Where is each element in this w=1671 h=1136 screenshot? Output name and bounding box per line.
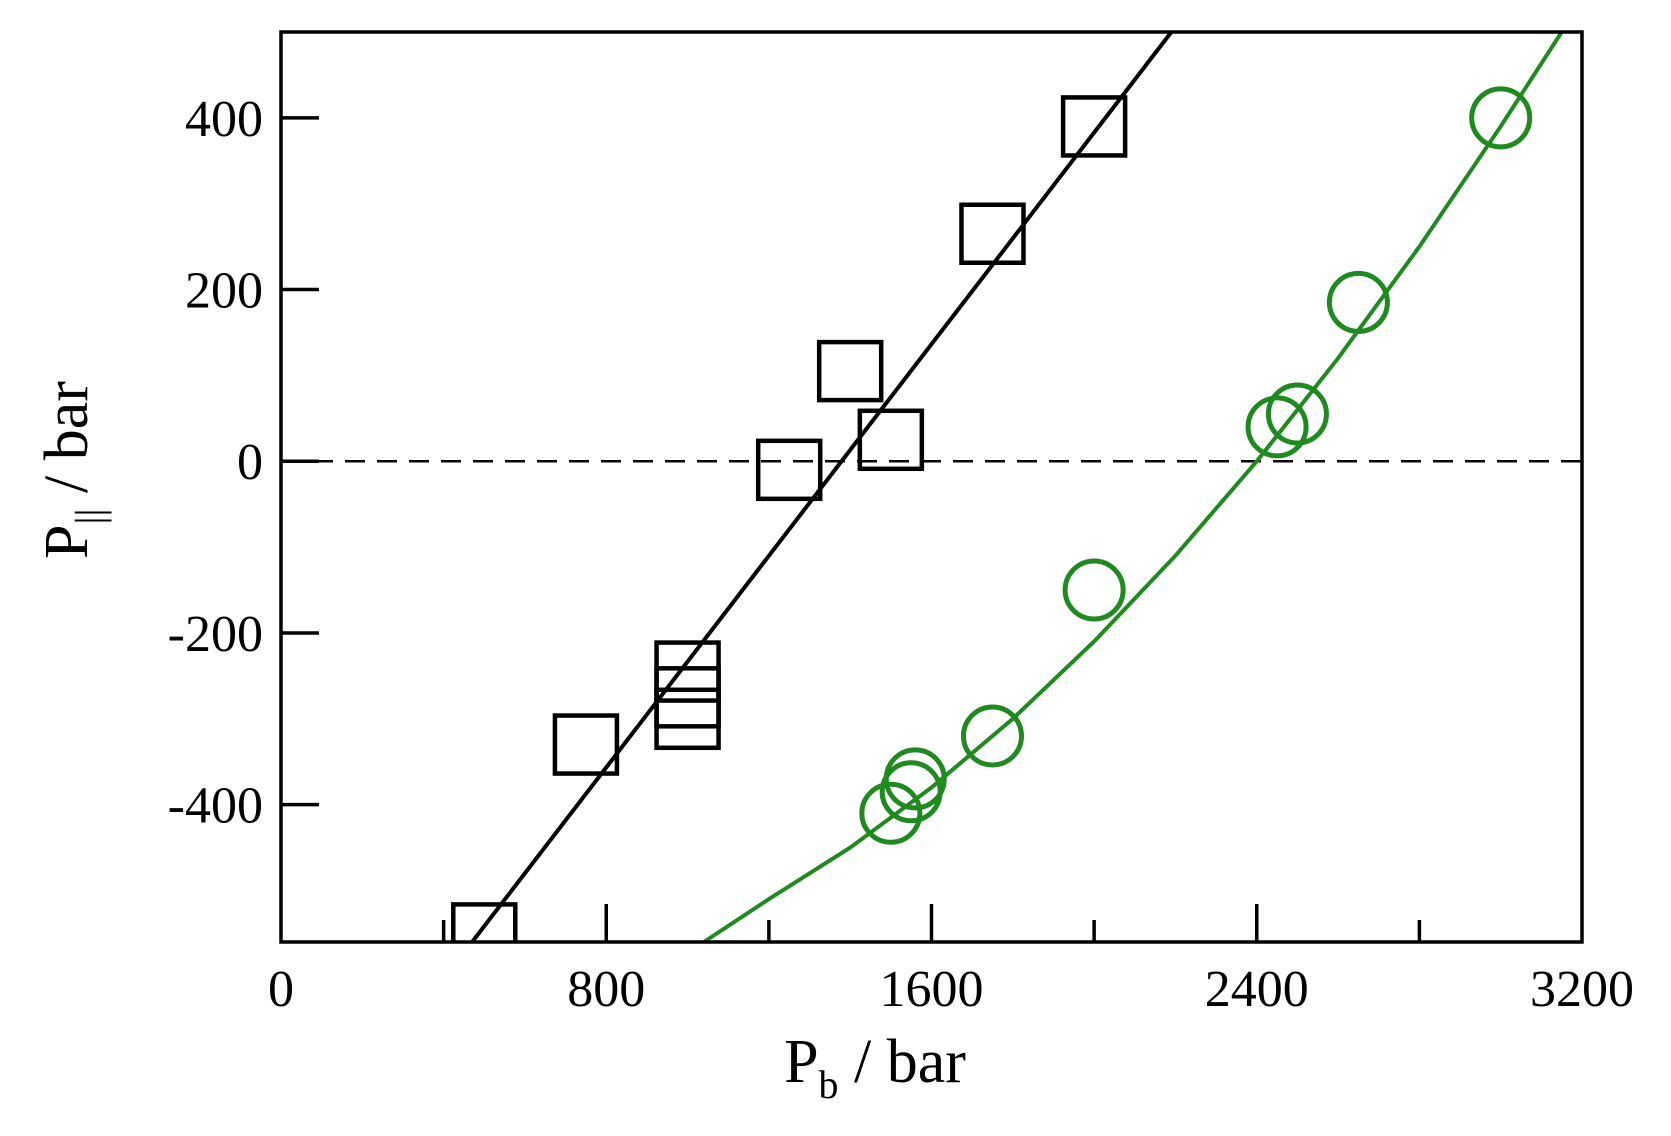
square-marker-6 xyxy=(816,339,884,403)
y-tick-label-1: -200 xyxy=(168,606,263,663)
square-marker-7 xyxy=(857,408,925,472)
x-tick-label-3: 2400 xyxy=(1205,961,1309,1018)
x-axis-label: Pb / bar xyxy=(784,1028,966,1107)
y-axis-label: P|| / bar xyxy=(33,381,112,559)
circle-marker-5 xyxy=(1245,395,1309,459)
x-axis-label-unit: / bar xyxy=(839,1028,967,1096)
y-tick-label-2: 0 xyxy=(237,434,263,491)
square-marker-8 xyxy=(959,202,1026,265)
square-marker-0 xyxy=(451,902,518,942)
y-tick-label-0: -400 xyxy=(168,778,263,835)
square-marker-9 xyxy=(1060,95,1128,158)
circle-series xyxy=(702,32,1564,942)
data-layer xyxy=(281,32,1582,942)
y-axis-label-unit: / bar xyxy=(33,381,101,509)
y-tick-label-3: 200 xyxy=(185,263,263,320)
tick-labels: 0 800 1600 2400 3200 -400 -200 0 200 400 xyxy=(168,91,1634,1018)
circle-marker-8 xyxy=(1469,86,1533,150)
square-series xyxy=(451,32,1173,942)
circle-marker-6 xyxy=(1265,382,1329,446)
circle-marker-2 xyxy=(883,747,947,811)
x-tick-label-4: 3200 xyxy=(1530,961,1634,1018)
square-marker-4 xyxy=(654,687,721,751)
circle-marker-7 xyxy=(1326,270,1390,334)
circle-marker-3 xyxy=(960,704,1024,768)
x-axis-label-main: P xyxy=(784,1028,818,1096)
x-tick-label-2: 1600 xyxy=(880,961,984,1018)
x-tick-label-1: 800 xyxy=(567,961,645,1018)
square-marker-5 xyxy=(755,438,823,502)
square-marker-1 xyxy=(552,713,620,776)
x-axis-label-sub: b xyxy=(819,1062,839,1107)
plot-area xyxy=(279,30,1584,944)
y-tick-label-4: 400 xyxy=(185,91,263,148)
x-tick-label-0: 0 xyxy=(268,961,294,1018)
circle-series-fit-line xyxy=(702,32,1564,942)
circle-marker-4 xyxy=(1062,558,1126,622)
y-axis-label-main: P xyxy=(33,524,101,558)
y-axis-label-sub: || xyxy=(67,508,112,524)
circle-marker-0 xyxy=(859,781,923,845)
square-marker-3 xyxy=(654,666,721,729)
axis-ticks xyxy=(281,116,1422,942)
